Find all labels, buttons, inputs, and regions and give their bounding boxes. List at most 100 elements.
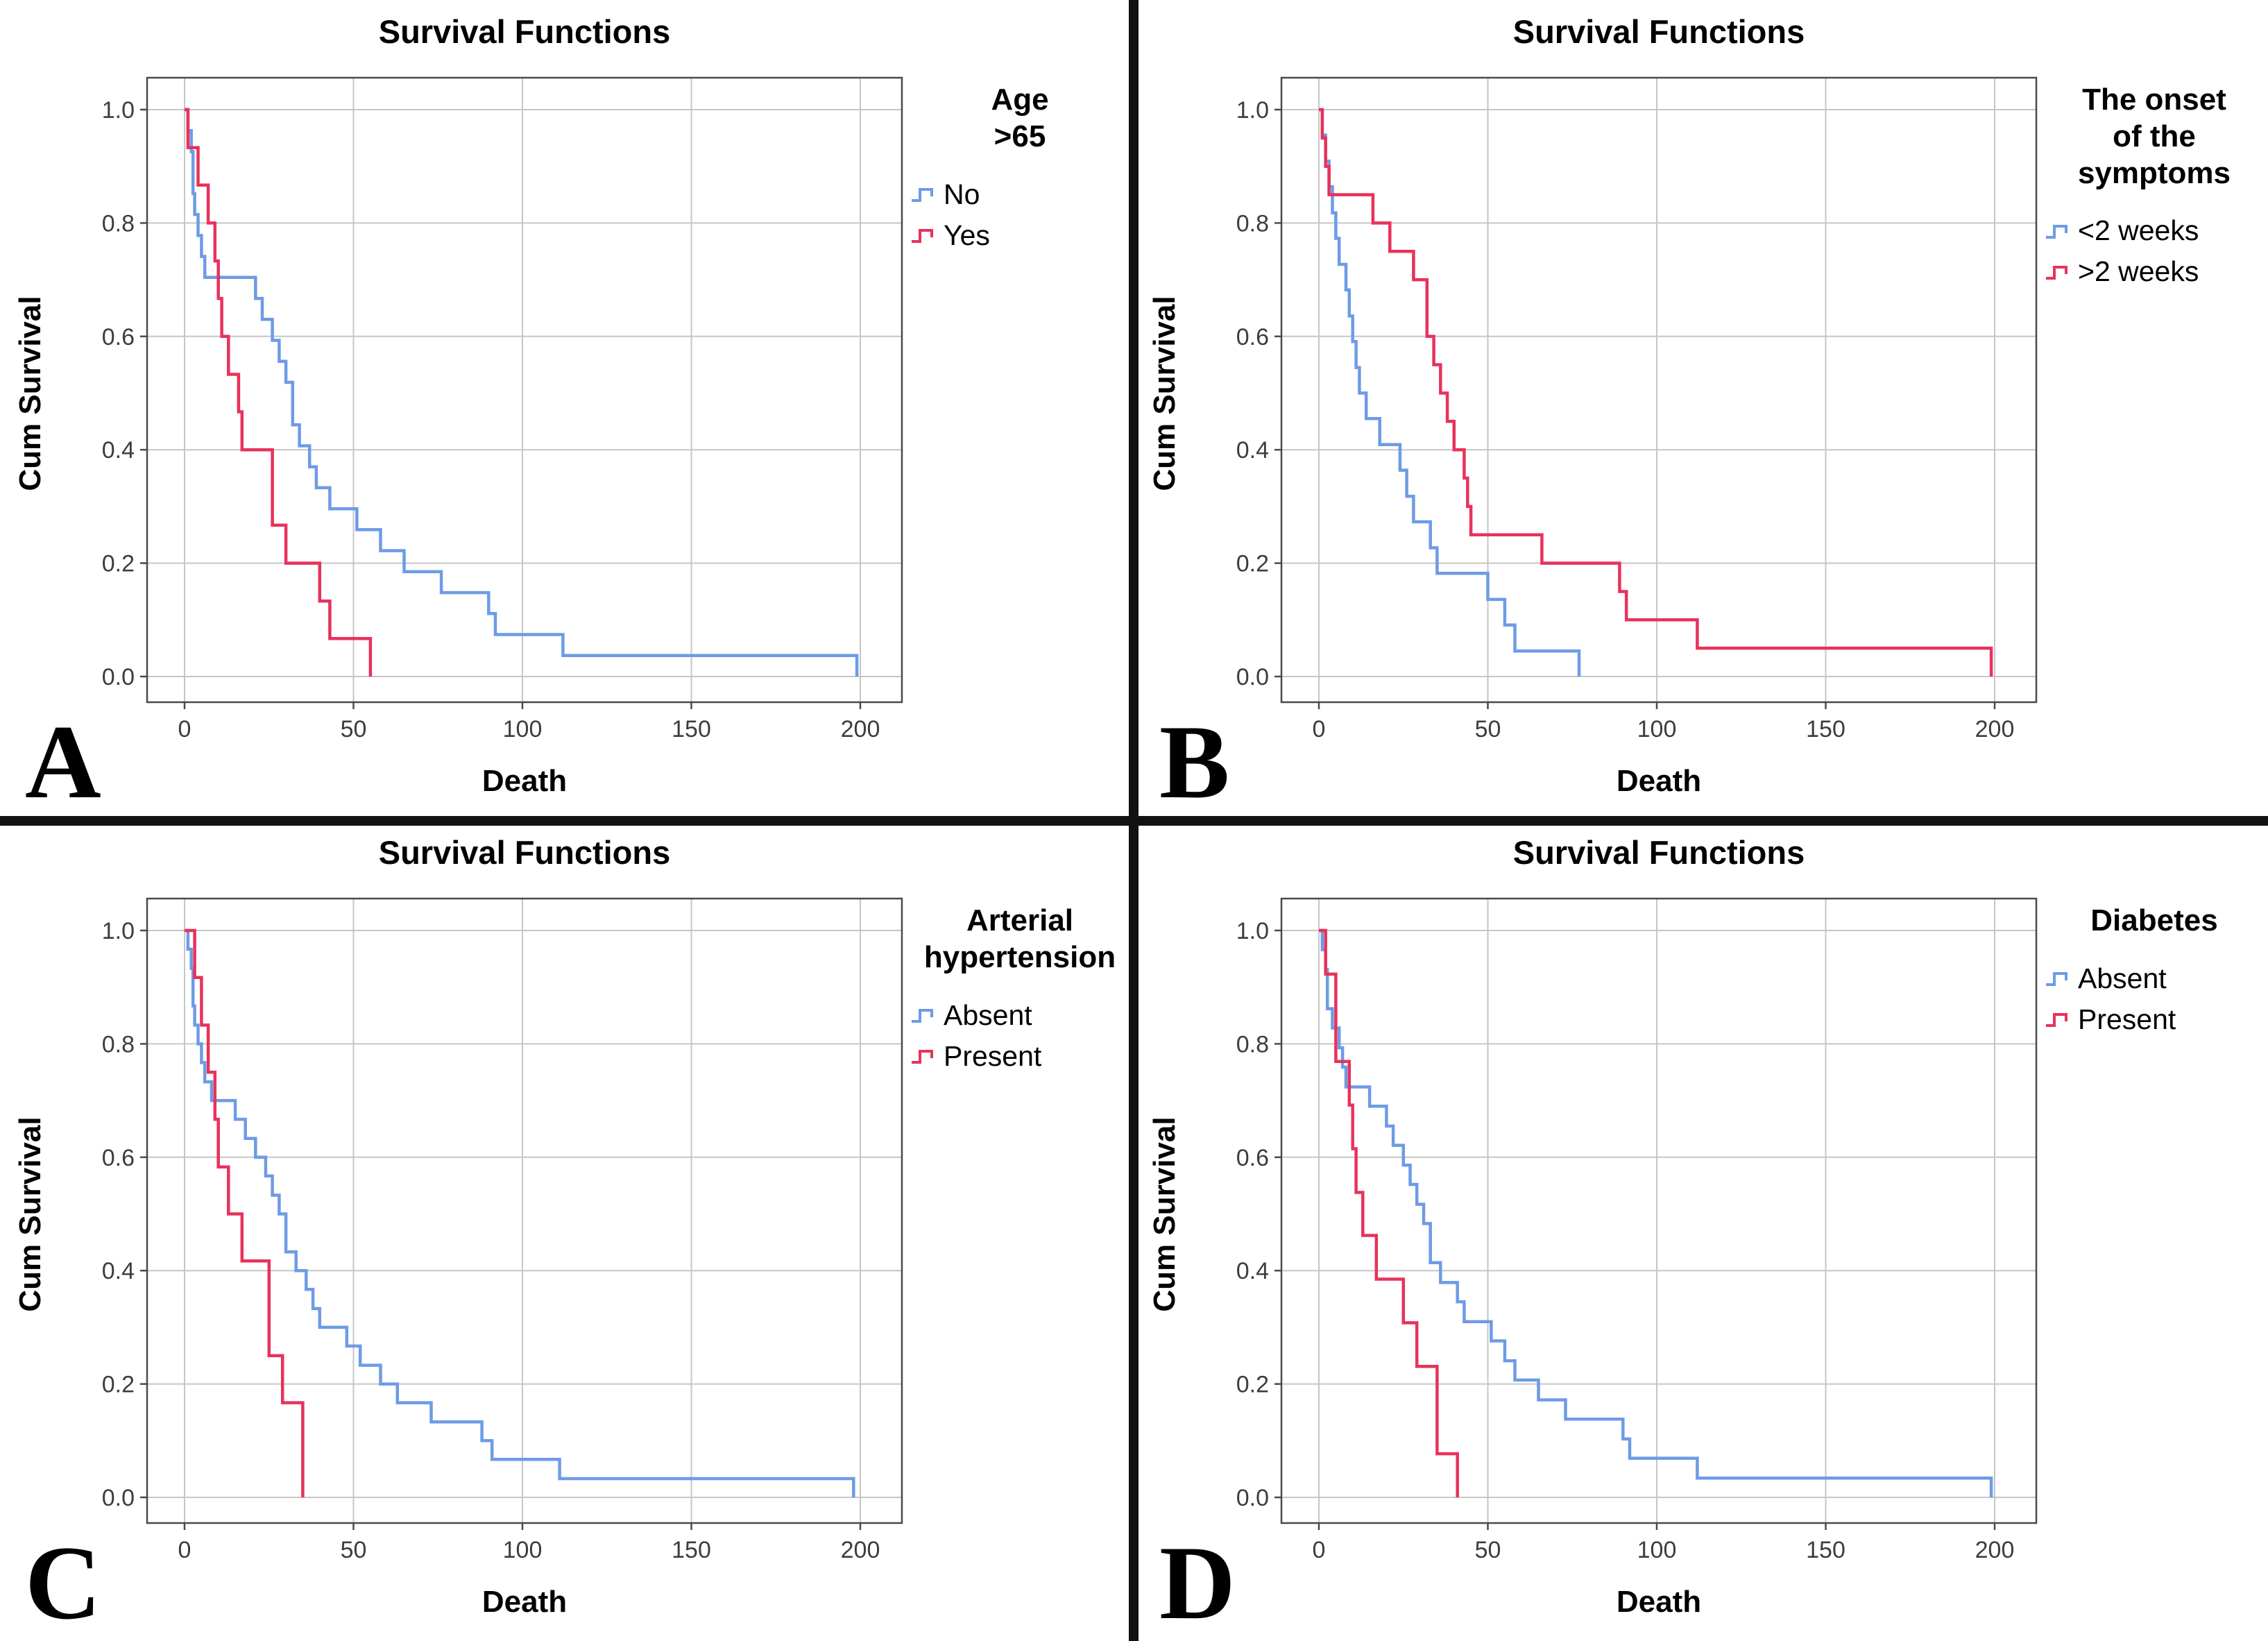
survival-curve-absent xyxy=(1319,928,1993,1497)
legend-item: Present xyxy=(2045,1003,2264,1035)
panel-c-chart: 0 50 100 150 200 0.0 0.2 0.4 0.6 0.8 1.0 Survival F… xyxy=(0,821,1134,1641)
x-tick-labels: 0 50 100 150 200 xyxy=(178,716,880,742)
panel-b: 0 50 100 150 200 0.0 0.2 0.4 0.6 0.8 1.0 Survival F… xyxy=(1134,0,2268,820)
x-tick-label: 150 xyxy=(672,1537,711,1563)
x-tick-label: 100 xyxy=(1637,1537,1677,1563)
panel-d-legend: Diabetes Absent Present xyxy=(2045,903,2264,1045)
legend-label: Present xyxy=(944,1039,1042,1072)
legend-title: Arterial hypertension xyxy=(923,903,1116,974)
step-line-glyph-blue xyxy=(2046,224,2067,239)
legend-items: <2 weeks >2 weeks xyxy=(2045,215,2264,287)
y-tick-label: 0.0 xyxy=(102,1485,135,1511)
x-axis-title: Death xyxy=(1617,764,1701,798)
x-tick-label: 0 xyxy=(178,1537,191,1563)
y-tick-label: 1.0 xyxy=(102,97,135,124)
step-line-glyph-blue xyxy=(2046,972,2067,987)
panel-a-legend: Age >65 No Yes xyxy=(910,82,1129,261)
panel-c: 0 50 100 150 200 0.0 0.2 0.4 0.6 0.8 1.0 Survival F… xyxy=(0,821,1134,1641)
legend-item: <2 weeks xyxy=(2045,215,2264,246)
gridlines xyxy=(1281,78,2036,702)
legend-label: >2 weeks xyxy=(2078,255,2199,288)
x-tick-label: 200 xyxy=(841,1537,880,1563)
plot-frame xyxy=(1280,897,2038,1524)
panel-b-chart: 0 50 100 150 200 0.0 0.2 0.4 0.6 0.8 1.0 Survival F… xyxy=(1134,0,2268,820)
panel-letter: A xyxy=(25,704,101,820)
survival-plot-c: 0 50 100 150 200 0.0 0.2 0.4 0.6 0.8 1.0 Survival F… xyxy=(13,834,903,1619)
legend-item: Absent xyxy=(910,998,1129,1031)
x-axis-title: Death xyxy=(482,764,567,798)
legend-label: Absent xyxy=(2078,962,2167,994)
legend-item: Present xyxy=(910,1039,1129,1072)
y-axis-title: Cum Survival xyxy=(13,296,47,491)
y-axis-title: Cum Survival xyxy=(1148,1116,1182,1311)
legend-items: Absent Present xyxy=(2045,962,2264,1035)
y-tick-labels: 0.0 0.2 0.4 0.6 0.8 1.0 xyxy=(102,918,135,1511)
x-tick-label: 150 xyxy=(672,716,711,742)
x-tick-labels: 0 50 100 150 200 xyxy=(178,1537,880,1563)
y-tick-label: 0.2 xyxy=(1236,1372,1269,1398)
y-tick-label: 0.6 xyxy=(1236,324,1269,350)
tick-marks xyxy=(1274,929,1996,1530)
legend-title: Diabetes xyxy=(2090,903,2218,937)
y-axis-title: Cum Survival xyxy=(1148,296,1182,491)
step-line-glyph-red xyxy=(912,229,933,244)
y-tick-labels: 0.0 0.2 0.4 0.6 0.8 1.0 xyxy=(102,97,135,690)
legend-items: No Yes xyxy=(910,178,1129,251)
x-axis-title: Death xyxy=(1617,1585,1701,1619)
y-tick-labels: 0.0 0.2 0.4 0.6 0.8 1.0 xyxy=(1236,97,1269,690)
y-tick-label: 0.0 xyxy=(1236,664,1269,690)
y-tick-label: 0.4 xyxy=(1236,1258,1269,1284)
survival-curve-yes xyxy=(185,108,373,677)
x-tick-label: 0 xyxy=(1313,1537,1326,1563)
survival-curve--2-weeks xyxy=(1319,108,1993,677)
tick-marks xyxy=(140,108,862,709)
y-tick-label: 0.2 xyxy=(102,1372,135,1398)
x-tick-label: 100 xyxy=(1637,716,1677,742)
panel-a: 0 50 100 150 200 0.0 0.2 0.4 0.6 0.8 1.0 Survival F… xyxy=(0,0,1134,820)
legend-label: Absent xyxy=(944,998,1032,1031)
y-tick-label: 0.6 xyxy=(102,324,135,350)
survival-plot-d: 0 50 100 150 200 0.0 0.2 0.4 0.6 0.8 1.0 Survival F… xyxy=(1148,834,2038,1619)
survival-plot-b: 0 50 100 150 200 0.0 0.2 0.4 0.6 0.8 1.0 Survival F… xyxy=(1148,13,2038,798)
gridlines xyxy=(1281,899,2036,1523)
tick-marks xyxy=(1274,108,1996,709)
legend-items: Absent Present xyxy=(910,998,1129,1072)
legend-item: >2 weeks xyxy=(2045,256,2264,287)
y-tick-label: 0.2 xyxy=(102,551,135,577)
x-tick-label: 200 xyxy=(841,716,880,742)
step-line-glyph-blue xyxy=(912,1009,933,1023)
x-tick-label: 150 xyxy=(1806,716,1845,742)
panel-letter: C xyxy=(25,1524,101,1641)
y-tick-label: 0.4 xyxy=(102,437,135,464)
y-tick-label: 0.4 xyxy=(1236,437,1269,464)
x-tick-label: 0 xyxy=(178,716,191,742)
x-tick-label: 100 xyxy=(503,1537,543,1563)
step-line-glyph-red xyxy=(2046,1013,2067,1028)
x-tick-label: 50 xyxy=(1475,716,1501,742)
panel-d: 0 50 100 150 200 0.0 0.2 0.4 0.6 0.8 1.0 Survival F… xyxy=(1134,821,2268,1641)
legend-title: The onset of the symptoms xyxy=(2077,83,2231,190)
x-tick-label: 100 xyxy=(503,716,543,742)
legend-title: Age >65 xyxy=(991,83,1049,153)
survival-curve-absent xyxy=(185,928,855,1497)
y-tick-label: 0.0 xyxy=(1236,1485,1269,1511)
y-tick-label: 1.0 xyxy=(102,918,135,944)
y-tick-label: 1.0 xyxy=(1236,918,1269,944)
y-axis-title: Cum Survival xyxy=(13,1116,47,1311)
x-tick-label: 50 xyxy=(1475,1537,1501,1563)
legend-label: <2 weeks xyxy=(2078,214,2199,247)
x-tick-label: 200 xyxy=(1975,1537,2015,1563)
legend-label: Present xyxy=(2078,1003,2176,1035)
legend-item: Yes xyxy=(910,219,1129,251)
panel-b-legend: The onset of the symptoms <2 weeks >2 we… xyxy=(2045,82,2264,298)
y-tick-label: 1.0 xyxy=(1236,97,1269,124)
survival-curve-present xyxy=(185,928,305,1497)
gridlines xyxy=(147,78,902,702)
chart-title: Survival Functions xyxy=(379,13,670,50)
legend-item: Absent xyxy=(2045,962,2264,994)
step-line-glyph-blue xyxy=(912,188,933,203)
y-tick-label: 0.8 xyxy=(1236,210,1269,237)
step-line-glyph-red xyxy=(912,1050,933,1064)
legend-item: No xyxy=(910,178,1129,210)
